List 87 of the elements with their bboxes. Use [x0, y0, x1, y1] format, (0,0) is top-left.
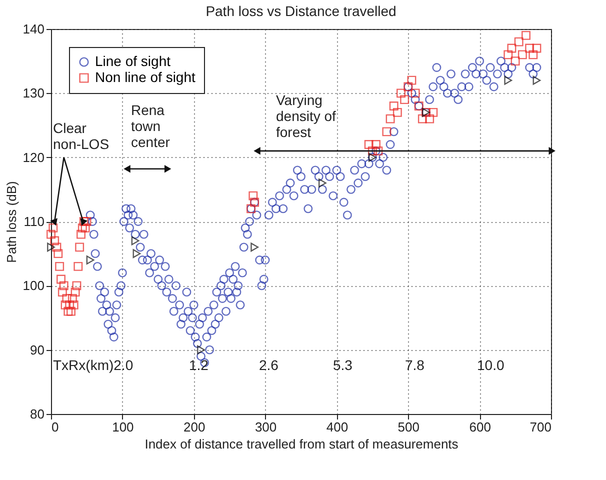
annotation: 1.2	[189, 357, 209, 373]
point	[131, 236, 140, 246]
point	[392, 108, 402, 117]
point	[59, 281, 68, 290]
point	[396, 88, 406, 98]
point	[389, 102, 398, 110]
annotation: Clear non-LOS	[53, 120, 110, 152]
x-tick-label: 100	[112, 420, 134, 434]
point	[55, 262, 64, 271]
point	[407, 76, 416, 85]
annotation: 7.8	[405, 357, 425, 373]
point	[82, 217, 92, 226]
point	[248, 191, 258, 200]
x-axis-title: Index of distance travelled from start of measurements	[144, 436, 459, 452]
y-tick-label: 80	[30, 406, 44, 422]
point	[518, 50, 527, 60]
chart-title: Path loss vs Distance travelled	[206, 3, 396, 19]
point	[382, 127, 392, 136]
point	[372, 140, 380, 149]
y-tick-label: 120	[22, 150, 44, 165]
point	[510, 56, 520, 66]
point	[386, 114, 395, 124]
point	[56, 274, 66, 284]
legend-label: Line of sight	[95, 53, 171, 69]
point	[525, 44, 534, 53]
point	[74, 262, 83, 271]
point	[428, 108, 438, 117]
annotation: 5.3	[333, 357, 353, 373]
point	[514, 37, 524, 46]
x-tick-label: 0	[52, 420, 59, 434]
point	[410, 88, 420, 98]
x-tick-label: 600	[469, 420, 491, 434]
point	[65, 300, 74, 310]
point	[70, 288, 80, 297]
x-tick-label: 300	[254, 420, 277, 434]
point	[62, 294, 72, 303]
point	[52, 242, 62, 252]
x-tick-label: 500	[398, 420, 420, 434]
point	[75, 242, 84, 252]
point	[197, 345, 205, 354]
annotation: Rena town center	[131, 102, 170, 150]
point	[532, 76, 541, 85]
point	[72, 281, 82, 290]
point	[60, 300, 70, 310]
annotation: 10.0	[477, 357, 504, 373]
point	[507, 44, 516, 53]
point	[364, 140, 374, 149]
y-tick-label: 140	[22, 22, 44, 36]
point	[64, 306, 73, 316]
point	[374, 146, 383, 156]
y-axis-title: Path loss (dB)	[4, 181, 19, 263]
legend-label: Non line of sight	[95, 69, 196, 85]
y-tick-label: 110	[24, 214, 44, 229]
point	[48, 223, 58, 232]
point	[368, 146, 377, 156]
point	[66, 306, 76, 316]
point	[58, 288, 67, 297]
x-tick-label: 700	[530, 420, 552, 434]
point	[78, 223, 87, 232]
point	[54, 249, 63, 258]
point	[69, 300, 78, 310]
annotation: Varying density of forest	[276, 92, 336, 140]
point	[418, 114, 427, 124]
point	[504, 76, 512, 85]
point	[132, 249, 141, 258]
point	[50, 236, 60, 246]
annotation: TxRx(km)2.0	[53, 357, 134, 373]
point	[528, 50, 538, 60]
point	[250, 242, 259, 252]
point	[400, 95, 410, 104]
point	[86, 256, 94, 264]
point	[532, 44, 542, 53]
point	[318, 178, 326, 188]
point	[425, 114, 434, 124]
x-tick-label: 200	[184, 420, 206, 434]
point	[522, 30, 530, 40]
point	[47, 242, 55, 252]
x-tick-label: 400	[326, 420, 348, 434]
point	[76, 230, 86, 239]
annotation: 2.6	[259, 357, 279, 373]
point	[68, 294, 77, 303]
point	[80, 223, 90, 232]
point	[46, 230, 56, 239]
y-tick-label: 130	[22, 86, 44, 101]
point	[504, 50, 513, 60]
y-tick-label: 90	[30, 342, 44, 358]
y-tick-label: 100	[22, 278, 44, 294]
